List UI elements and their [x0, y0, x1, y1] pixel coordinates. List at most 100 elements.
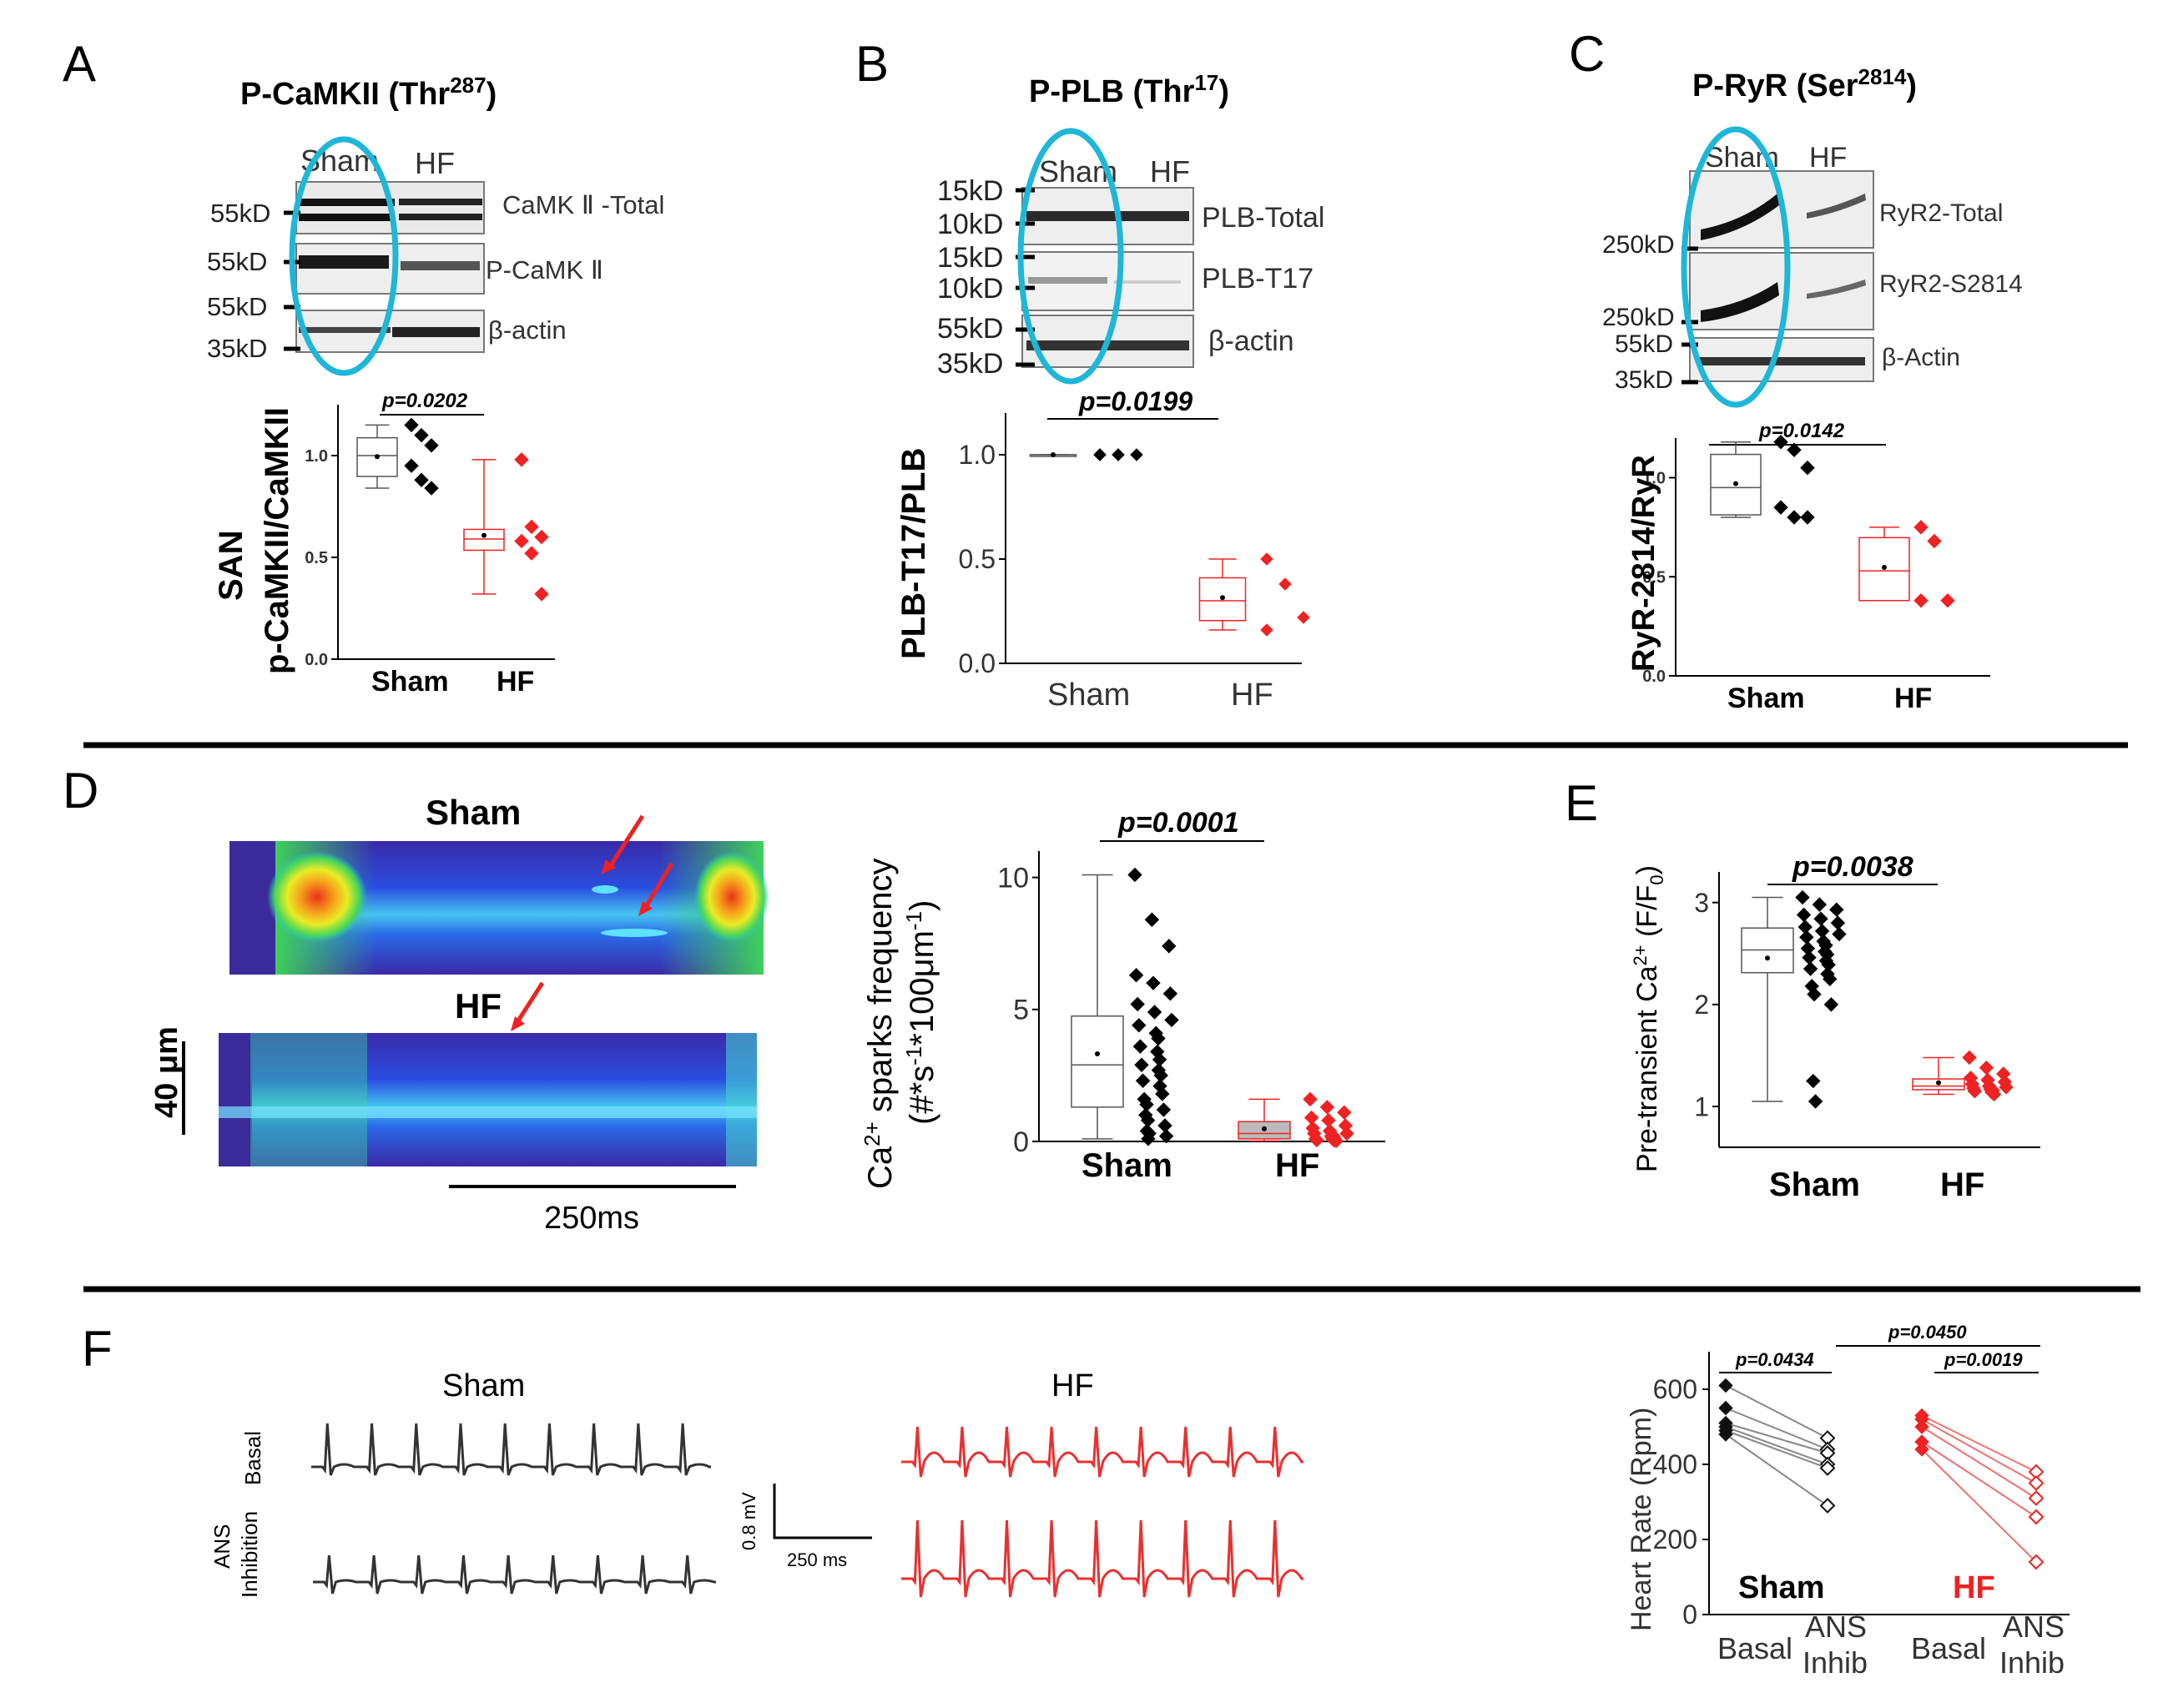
box-mean	[1051, 452, 1056, 457]
sham-point	[1093, 448, 1107, 461]
y-tick-label: 0.0	[305, 651, 328, 669]
sham-point	[1144, 912, 1160, 927]
panel-f-ecg-hf-basal	[901, 1426, 1303, 1478]
sham-point	[1832, 926, 1847, 942]
panel-a-band-2: P-CaMK Ⅱ	[486, 255, 603, 285]
panel-f-ylabel: Heart Rate (Rpm)	[1626, 1408, 1657, 1631]
sham-point	[424, 481, 439, 496]
hf-point	[534, 587, 549, 602]
hf-point	[1329, 1133, 1344, 1149]
panel-c-highlight-circle	[1681, 126, 1791, 408]
panel-b-xcat-sham: Sham	[1047, 678, 1130, 713]
panel-c-pvalue: p=0.0142	[1758, 420, 1845, 442]
sham-point	[1796, 907, 1812, 923]
sham-point	[1800, 510, 1815, 525]
panel-a-chart: p=0.0202 0.0 0.5 1.0 Sham HF SAN p-CaMKII/…	[213, 390, 555, 698]
y-tick-label: 0.5	[305, 549, 328, 567]
paired-line	[1725, 1407, 1828, 1450]
panel-a: A P-CaMKII (Thr287) Sham HF 55kD 55kD 55…	[63, 36, 664, 698]
hf-point	[1297, 611, 1310, 624]
y-tick-label: 400	[1653, 1449, 1697, 1479]
sham-point	[1807, 986, 1822, 1002]
paired-line	[1921, 1449, 2037, 1563]
panel-f-xlabel-inhib-2: Inhib	[1999, 1645, 2065, 1680]
sham-point	[1808, 1094, 1823, 1109]
y-tick-label: 0.0	[1642, 668, 1666, 686]
box-mean	[1882, 564, 1887, 570]
panel-d-pvalue: p=0.0001	[1117, 807, 1239, 839]
panel-c-ylabel: RyR-2814/RyR	[1626, 455, 1661, 672]
panel-d-ylabel-2: (#*s-1*100μm-1)	[901, 900, 940, 1125]
hf-point	[1260, 552, 1273, 566]
panel-f-xlabel-ans-1: ANS	[1805, 1610, 1867, 1644]
panel-f-pvalue-1: p=0.0434	[1735, 1349, 1814, 1370]
panel-f-scalebar	[773, 1484, 872, 1539]
panel-c-letter: C	[1569, 26, 1605, 82]
sham-point	[424, 438, 439, 453]
hf-point	[524, 546, 539, 561]
panel-a-title: P-CaMKII (Thr287)	[240, 73, 497, 112]
y-tick-label: 1.0	[1642, 470, 1666, 488]
panel-d-letter: D	[63, 763, 98, 819]
hf-point	[1927, 533, 1942, 549]
panel-d-xcat-hf: HF	[1275, 1147, 1319, 1184]
panel-d: D Sham HF 40 μm 250ms	[63, 763, 1385, 1236]
hf-point	[1913, 593, 1929, 608]
sham-point	[1773, 435, 1788, 450]
panel-f-row-ans: ANS	[209, 1524, 234, 1569]
panel-c-mw-2: 250kD	[1602, 304, 1675, 331]
y-tick-label: 1	[1694, 1091, 1709, 1121]
panel-f-scale-t: 250 ms	[787, 1549, 847, 1570]
hf-point	[1339, 1126, 1354, 1141]
paired-line	[1725, 1384, 1828, 1439]
box-iqr	[463, 528, 505, 552]
sham-point	[1132, 1039, 1148, 1054]
paired-line	[1921, 1426, 2037, 1499]
paired-line	[1725, 1426, 1828, 1465]
sham-point	[1800, 460, 1815, 476]
sham-point	[1802, 950, 1817, 965]
panel-d-marks: 0 5 10	[997, 863, 1354, 1158]
sham-point	[404, 417, 419, 433]
panel-f-pvalue-3: p=0.0019	[1944, 1349, 2023, 1370]
paired-line	[1921, 1418, 2037, 1484]
panel-d-xcat-sham: Sham	[1082, 1147, 1172, 1184]
box-mean	[1733, 481, 1738, 486]
panel-f-group-sham: Sham	[1738, 1570, 1824, 1605]
sham-point	[1158, 1128, 1174, 1144]
sham-basal-point	[1718, 1427, 1733, 1442]
hf-point	[1999, 1080, 2014, 1095]
hf-inhib-point	[2028, 1490, 2045, 1506]
sham-inhib-point	[1819, 1498, 1836, 1514]
panel-f-pvalue-2: p=0.0450	[1888, 1322, 1967, 1343]
paired-line	[1725, 1433, 1828, 1507]
box-mean	[1765, 955, 1770, 961]
sham-point	[1155, 1086, 1170, 1101]
hf-basal-point	[1914, 1419, 1929, 1434]
panel-a-mw-4: 35kD	[207, 334, 267, 363]
panel-f-scale-v: 0.8 mV	[739, 1492, 759, 1550]
hf-point	[1940, 593, 1955, 608]
y-tick-label: 5	[1013, 995, 1029, 1026]
box-iqr	[1071, 1015, 1124, 1108]
sham-basal-point	[1718, 1378, 1733, 1393]
hf-point	[1337, 1105, 1352, 1120]
sham-point	[414, 472, 429, 487]
panel-c-xcat-hf: HF	[1894, 683, 1932, 714]
panel-f-xlabel-ans-2: ANS	[2003, 1610, 2065, 1644]
y-tick-label: 10	[997, 863, 1029, 894]
sham-point	[1141, 1131, 1156, 1146]
hf-point	[1967, 1084, 1983, 1099]
sham-point	[1134, 1057, 1149, 1072]
sham-point	[1829, 902, 1844, 917]
panel-a-ylabel-1: SAN	[213, 531, 250, 601]
hf-inhib-point	[2028, 1509, 2045, 1525]
hf-point	[1986, 1086, 2002, 1102]
panel-b-marks: 0.0 0.5 1.0	[959, 440, 1310, 678]
panel-b-lane-hf: HF	[1150, 154, 1190, 189]
panel-c-chart: p=0.0142 0.0 0.5 1.0 Sham HF RyR-2814/RyR	[1626, 420, 1990, 714]
y-tick-label: 1.0	[959, 440, 996, 470]
panel-a-pvalue: p=0.0202	[381, 390, 468, 412]
panel-a-xcat-sham: Sham	[371, 666, 449, 698]
sham-point	[1813, 911, 1828, 926]
